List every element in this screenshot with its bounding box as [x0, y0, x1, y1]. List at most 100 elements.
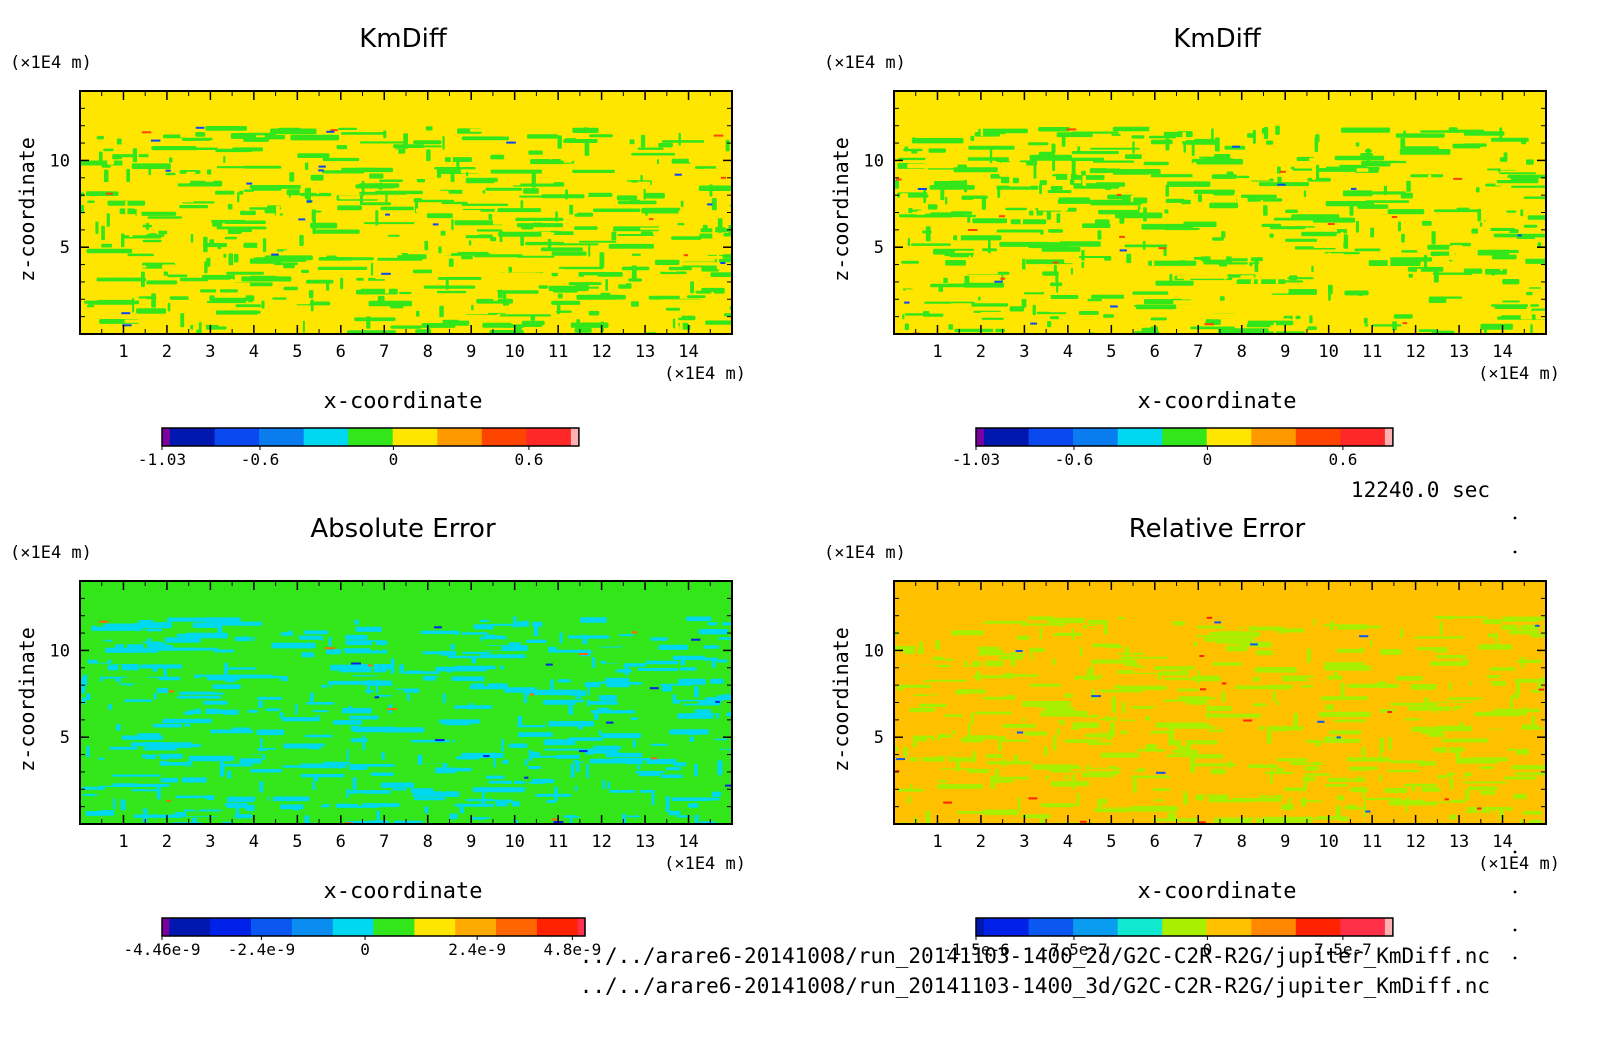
y-tick-label: 10 [864, 151, 884, 171]
x-tick-label: 7 [1193, 832, 1203, 852]
contour-field [894, 125, 1546, 334]
colorbar-swatch [984, 918, 1029, 936]
x-tick-label: 4 [249, 832, 259, 852]
colorbar: -4.46e-9 -2.4e-9 0 2.4e-9 4.8e-9 [123, 917, 601, 959]
footer-file-path-3d: ../../arare6-20141008/run_20141103-1400_… [579, 974, 1490, 998]
time-label: 12240.0 sec [1350, 478, 1490, 502]
x-tick-label: 14 [1492, 342, 1512, 362]
colorbar-swatch [1295, 918, 1341, 936]
x-tick-label: 6 [336, 832, 346, 852]
colorbar-tick-label: 0 [360, 940, 370, 959]
x-tick-label: 2 [162, 342, 172, 362]
x-tick-label: 13 [635, 832, 655, 852]
x-tick-label: 10 [1318, 832, 1338, 852]
colorbar-swatch [976, 918, 985, 936]
chart-panel-3: Absolute Error(×1E4 m)1 2 3 4 5 6 7 8 9 10 11 12 13 1… [10, 514, 746, 959]
colorbar-swatch [1251, 428, 1297, 446]
colorbar-swatch [210, 918, 252, 936]
x-axis-label: x-coordinate [1138, 879, 1297, 904]
colorbar-swatch [577, 918, 586, 936]
x-axis-label: x-coordinate [324, 389, 483, 414]
x-tick-label: 13 [1449, 342, 1469, 362]
x-tick-label: 1 [932, 832, 942, 852]
x-tick-label: 3 [205, 342, 215, 362]
x-tick-label: 10 [504, 832, 524, 852]
x-tick-label: 8 [423, 342, 433, 362]
x-tick-label: 1 [932, 342, 942, 362]
y-tick-label: 10 [864, 641, 884, 661]
x-tick-label: 8 [423, 832, 433, 852]
colorbar-swatch [976, 428, 985, 446]
colorbar-tick-label: 2.4e-9 [448, 940, 506, 959]
y-unit-label: (×1E4 m) [824, 543, 906, 563]
y-tick-label: 5 [60, 238, 70, 258]
colorbar-swatch [303, 428, 349, 446]
colorbar-swatch [169, 918, 211, 936]
x-axis-label: x-coordinate [324, 879, 483, 904]
colorbar-swatch [373, 918, 415, 936]
x-tick-label: 14 [678, 342, 698, 362]
x-tick-label: 11 [1362, 832, 1382, 852]
colorbar-swatch [1117, 428, 1163, 446]
colorbar-swatch [984, 428, 1029, 446]
colorbar-swatch [1117, 918, 1163, 936]
colorbar-swatch [1206, 918, 1252, 936]
colorbar-swatch [455, 918, 497, 936]
x-tick-label: 7 [379, 342, 389, 362]
x-tick-label: 9 [466, 832, 476, 852]
y-axis-label: z-coordinate [829, 137, 853, 282]
colorbar-swatch [1028, 428, 1074, 446]
margin-dot [1513, 516, 1517, 520]
x-tick-label: 10 [1318, 342, 1338, 362]
x-tick-label: 4 [249, 342, 259, 362]
colorbar-swatch [214, 428, 260, 446]
colorbar-swatch [1028, 918, 1074, 936]
colorbar: -1.03 -0.6 0 0.6 [138, 427, 580, 469]
x-tick-label: 12 [591, 342, 611, 362]
colorbar-swatch [162, 918, 170, 936]
x-tick-label: 14 [1492, 832, 1512, 852]
colorbar-tick-label: -1.03 [952, 450, 1000, 469]
colorbar-swatch [1251, 918, 1297, 936]
colorbar-swatch [570, 428, 580, 446]
colorbar-tick-label: 0 [1203, 450, 1213, 469]
x-unit-label: (×1E4 m) [1478, 854, 1560, 874]
colorbar-swatch [259, 428, 305, 446]
x-tick-label: 2 [976, 832, 986, 852]
y-axis-label: z-coordinate [15, 137, 39, 282]
chart-panel-4: Relative Error(×1E4 m)1 2 3 4 5 6 7 8 9 10 11 12 13 1… [824, 514, 1560, 959]
y-tick-label: 5 [60, 728, 70, 748]
x-tick-label: 3 [1019, 342, 1029, 362]
x-tick-label: 1 [118, 342, 128, 362]
x-tick-label: 4 [1063, 832, 1073, 852]
x-tick-label: 3 [1019, 832, 1029, 852]
colorbar-swatch [291, 918, 334, 936]
x-tick-label: 7 [379, 832, 389, 852]
y-tick-label: 10 [50, 641, 70, 661]
colorbar-swatch [251, 918, 293, 936]
x-tick-label: 12 [1405, 832, 1425, 852]
y-tick-label: 5 [874, 728, 884, 748]
colorbar-swatch [496, 918, 538, 936]
colorbar-frame [975, 427, 1394, 447]
colorbar-swatch [392, 428, 438, 446]
colorbar-swatch [1073, 918, 1119, 936]
x-tick-label: 13 [635, 342, 655, 362]
colorbar-swatch [1073, 428, 1119, 446]
colorbar-swatch [162, 428, 171, 446]
y-tick-label: 10 [50, 151, 70, 171]
colorbar-swatch [536, 918, 579, 936]
x-tick-label: 4 [1063, 342, 1073, 362]
x-tick-label: 9 [466, 342, 476, 362]
margin-dot [1513, 956, 1517, 960]
y-unit-label: (×1E4 m) [10, 543, 92, 563]
x-tick-label: 9 [1280, 342, 1290, 362]
colorbar-swatch [1295, 428, 1341, 446]
colorbar-tick-label: 7.5e-7 [1314, 940, 1372, 959]
x-tick-label: 2 [162, 832, 172, 852]
colorbar-swatch [414, 918, 456, 936]
colorbar-frame [975, 917, 1394, 937]
colorbar-swatch [1384, 918, 1394, 936]
colorbar-tick-label: -2.4e-9 [228, 940, 295, 959]
footer-file-path-2d: ../../arare6-20141008/run_20141103-1400_… [579, 944, 1490, 968]
